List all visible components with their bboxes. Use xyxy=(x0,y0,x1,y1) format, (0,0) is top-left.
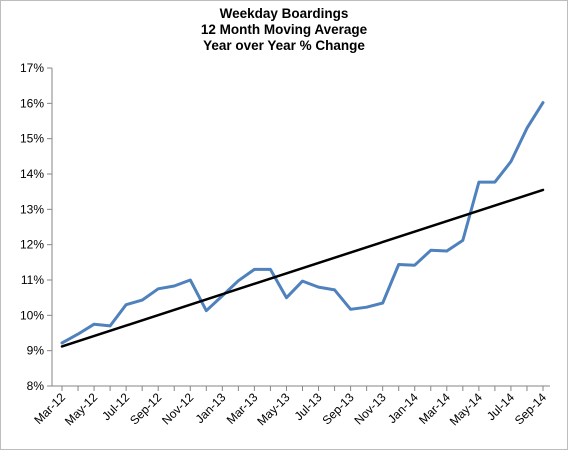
y-tick-label: 17% xyxy=(20,61,44,75)
chart-title-line-2: 12 Month Moving Average xyxy=(200,22,368,37)
y-tick-label: 15% xyxy=(20,132,44,146)
y-tick-label: 13% xyxy=(20,202,44,216)
axes xyxy=(51,68,550,387)
series xyxy=(60,101,545,348)
y-tick-label: 12% xyxy=(20,238,44,252)
trendline xyxy=(60,188,545,348)
x-tick-label: Jan-14 xyxy=(385,390,421,426)
x-tick-label: Mar-13 xyxy=(224,390,261,427)
y-tick-label: 9% xyxy=(27,344,45,358)
y-tick-label: 10% xyxy=(20,308,44,322)
y-tick-label: 14% xyxy=(20,167,44,181)
y-tick-label: 8% xyxy=(27,379,45,393)
x-tick-label: Nov-13 xyxy=(352,390,389,427)
chart-title-line-3: Year over Year % Change xyxy=(203,38,365,53)
y-tick-label: 11% xyxy=(21,273,44,287)
x-tick-label: Sep-12 xyxy=(127,390,164,427)
x-tick-label: May-14 xyxy=(447,390,485,428)
y-tick-label: 16% xyxy=(20,96,44,110)
chart-title-line-1: Weekday Boardings xyxy=(219,6,349,21)
x-tick-label: Mar-14 xyxy=(416,390,453,427)
x-tick-label: Mar-12 xyxy=(31,390,68,427)
x-tick-label: May-13 xyxy=(254,390,292,428)
x-tick-label: Jan-13 xyxy=(193,390,229,426)
series-line-yoy-change xyxy=(60,101,545,345)
chart-title: Weekday Boardings 12 Month Moving Averag… xyxy=(0,6,568,54)
x-tick-label: Sep-13 xyxy=(319,390,356,427)
x-tick-label: May-12 xyxy=(62,390,100,428)
x-tick-label: Sep-14 xyxy=(512,390,549,427)
y-ticks: 8% 9% 10% 11% 12% 13% 14% 15% 16% 17% xyxy=(20,61,52,393)
x-tick-label: Nov-12 xyxy=(159,390,196,427)
